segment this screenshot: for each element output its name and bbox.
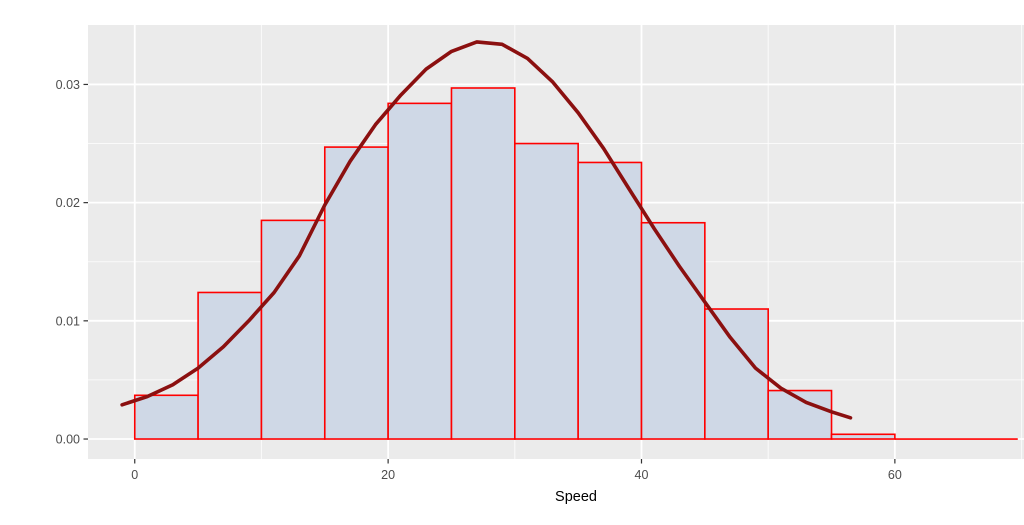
x-axis-title: Speed [555,489,597,505]
histogram-bar [450,87,516,440]
y-axis-tick-label: 0.02 [56,196,80,210]
x-axis-tick-label: 20 [381,468,395,482]
y-axis-tick-label: 0.00 [56,433,80,447]
y-axis-tick-label: 0.01 [56,314,80,328]
histogram-bar [704,308,769,440]
histogram-bar [260,219,326,440]
histogram-bar [197,291,263,440]
density-curve [120,40,853,420]
histogram-bar [133,394,199,440]
x-axis-tick-label: 0 [131,468,138,482]
histogram-bar [514,142,579,440]
histogram-bar [830,433,896,440]
histogram-bar [767,389,833,440]
x-axis-tick-label: 40 [635,468,649,482]
histogram-density-chart: 0 20 40 60 0.00 0.01 0.02 0.03 Speed [40,16,1024,509]
x-axis-tick-label: 60 [888,468,902,482]
histogram-bar [387,102,453,440]
histogram-bar [577,161,643,440]
histogram-bar [323,146,389,440]
y-axis-tick-label: 0.03 [56,78,80,92]
plot-canvas: 0 20 40 60 0.00 0.01 0.02 0.03 Speed [56,25,1024,505]
